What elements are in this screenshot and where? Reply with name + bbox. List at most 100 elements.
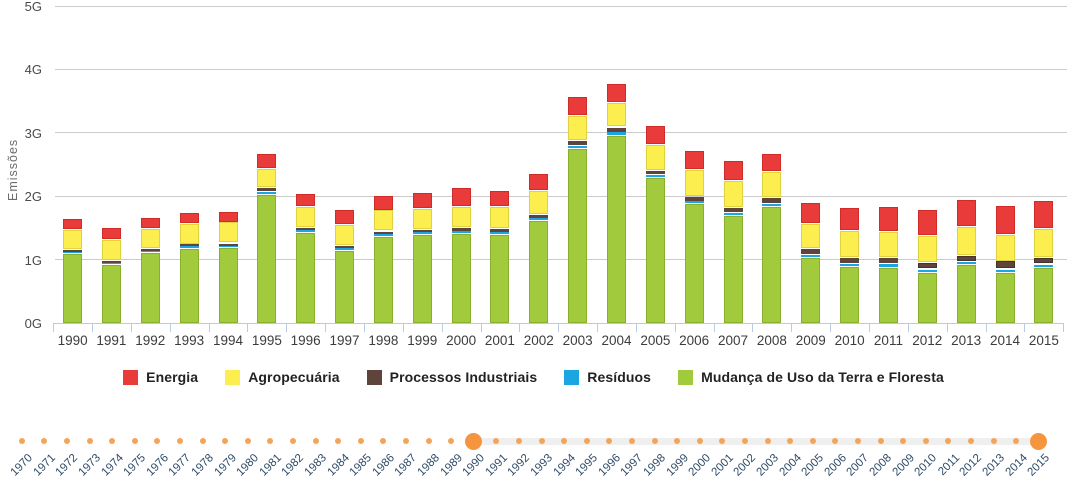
bar-segment-residuos[interactable] xyxy=(568,146,588,148)
timeline-dot[interactable] xyxy=(741,438,748,444)
bar-segment-energia[interactable] xyxy=(801,203,821,223)
bar-segment-mudanca-uso-terra[interactable] xyxy=(63,254,83,323)
timeline-dot[interactable] xyxy=(267,438,274,444)
bar-segment-agropecuaria[interactable] xyxy=(412,209,432,229)
bar-segment-residuos[interactable] xyxy=(801,254,821,257)
bar-segment-mudanca-uso-terra[interactable] xyxy=(995,272,1015,323)
timeline-dot[interactable] xyxy=(357,438,364,444)
bar-segment-residuos[interactable] xyxy=(451,231,471,233)
timeline-dot[interactable] xyxy=(289,438,296,444)
bar-segment-mudanca-uso-terra[interactable] xyxy=(335,251,355,323)
timeline-dot[interactable] xyxy=(18,438,25,444)
bar-segment-processos-industriais[interactable] xyxy=(218,243,238,246)
timeline-dot[interactable] xyxy=(222,438,229,444)
bar-segment-agropecuaria[interactable] xyxy=(101,240,121,260)
bar-segment-residuos[interactable] xyxy=(723,212,743,215)
bar-segment-energia[interactable] xyxy=(257,154,277,168)
timeline-dot[interactable] xyxy=(606,438,613,444)
timeline-dot[interactable] xyxy=(651,438,658,444)
bar-segment-mudanca-uso-terra[interactable] xyxy=(684,204,704,323)
bar-segment-processos-industriais[interactable] xyxy=(373,231,393,234)
bar-segment-mudanca-uso-terra[interactable] xyxy=(723,216,743,323)
bar-segment-processos-industriais[interactable] xyxy=(412,229,432,232)
bar-segment-agropecuaria[interactable] xyxy=(373,210,393,230)
bar-segment-agropecuaria[interactable] xyxy=(218,222,238,242)
bar-segment-processos-industriais[interactable] xyxy=(684,196,704,201)
bar-segment-energia[interactable] xyxy=(917,210,937,235)
timeline-dot[interactable] xyxy=(945,438,952,444)
bar-segment-residuos[interactable] xyxy=(878,264,898,267)
bar-segment-agropecuaria[interactable] xyxy=(840,231,860,257)
bar-segment-agropecuaria[interactable] xyxy=(995,234,1015,261)
timeline-handle-end[interactable] xyxy=(1030,432,1048,450)
bar-segment-energia[interactable] xyxy=(684,150,704,169)
bar-segment-processos-industriais[interactable] xyxy=(878,258,898,263)
bar-segment-energia[interactable] xyxy=(412,192,432,208)
bar-segment-mudanca-uso-terra[interactable] xyxy=(840,266,860,323)
bar-segment-residuos[interactable] xyxy=(490,232,510,234)
bar-segment-residuos[interactable] xyxy=(684,201,704,203)
bar-segment-energia[interactable] xyxy=(995,205,1015,234)
bar-segment-processos-industriais[interactable] xyxy=(490,229,510,232)
bar-segment-mudanca-uso-terra[interactable] xyxy=(296,232,316,323)
bar-segment-agropecuaria[interactable] xyxy=(684,170,704,196)
bar-segment-mudanca-uso-terra[interactable] xyxy=(568,149,588,323)
bar-segment-energia[interactable] xyxy=(490,190,510,206)
timeline-dot[interactable] xyxy=(335,438,342,444)
legend-item-mudanca-uso-terra[interactable]: Mudança de Uso da Terra e Floresta xyxy=(678,369,944,385)
bar-segment-agropecuaria[interactable] xyxy=(451,207,471,227)
bar-segment-energia[interactable] xyxy=(723,161,743,180)
bar-segment-energia[interactable] xyxy=(645,125,665,144)
bar-segment-mudanca-uso-terra[interactable] xyxy=(917,272,937,323)
bar-segment-agropecuaria[interactable] xyxy=(568,115,588,140)
bar-segment-mudanca-uso-terra[interactable] xyxy=(1034,267,1054,323)
bar-segment-processos-industriais[interactable] xyxy=(296,227,316,230)
legend-item-energia[interactable]: Energia xyxy=(123,369,198,385)
bar-segment-processos-industriais[interactable] xyxy=(335,245,355,248)
timeline-dot[interactable] xyxy=(515,438,522,444)
bar-segment-processos-industriais[interactable] xyxy=(956,255,976,261)
timeline-dot[interactable] xyxy=(493,438,500,444)
timeline-dot[interactable] xyxy=(561,438,568,444)
bar-segment-agropecuaria[interactable] xyxy=(257,168,277,187)
bar-segment-mudanca-uso-terra[interactable] xyxy=(878,267,898,323)
bar-segment-processos-industriais[interactable] xyxy=(568,140,588,145)
timeline-dot[interactable] xyxy=(402,438,409,444)
bar-segment-energia[interactable] xyxy=(179,212,199,223)
bar-segment-processos-industriais[interactable] xyxy=(179,244,199,246)
bar-segment-mudanca-uso-terra[interactable] xyxy=(412,235,432,323)
bar-segment-processos-industriais[interactable] xyxy=(995,261,1015,268)
bar-segment-energia[interactable] xyxy=(762,153,782,171)
bar-segment-residuos[interactable] xyxy=(335,248,355,250)
bar-segment-agropecuaria[interactable] xyxy=(335,225,355,245)
bar-segment-processos-industriais[interactable] xyxy=(140,249,160,251)
timeline-dot[interactable] xyxy=(628,438,635,444)
timeline-dot[interactable] xyxy=(154,438,161,444)
timeline-dot[interactable] xyxy=(538,438,545,444)
timeline-dot[interactable] xyxy=(719,438,726,444)
bar-segment-mudanca-uso-terra[interactable] xyxy=(801,258,821,323)
timeline-dot[interactable] xyxy=(900,438,907,444)
timeline-dot[interactable] xyxy=(448,438,455,444)
bar-segment-energia[interactable] xyxy=(101,227,121,239)
bar-segment-residuos[interactable] xyxy=(179,246,199,248)
bar-segment-residuos[interactable] xyxy=(529,218,549,220)
bar-segment-energia[interactable] xyxy=(1034,201,1054,228)
bar-segment-residuos[interactable] xyxy=(1034,264,1054,267)
bar-segment-agropecuaria[interactable] xyxy=(801,223,821,248)
bar-segment-energia[interactable] xyxy=(607,83,626,102)
legend-item-processos-industriais[interactable]: Processos Industriais xyxy=(366,369,538,385)
timeline-dot[interactable] xyxy=(380,438,387,444)
bar-segment-processos-industriais[interactable] xyxy=(63,250,83,252)
timeline-handle-start[interactable] xyxy=(465,432,483,450)
bar-segment-processos-industriais[interactable] xyxy=(1034,257,1054,263)
bar-segment-energia[interactable] xyxy=(140,217,160,228)
bar-segment-mudanca-uso-terra[interactable] xyxy=(490,235,510,323)
bar-segment-processos-industriais[interactable] xyxy=(257,188,277,191)
bar-segment-processos-industriais[interactable] xyxy=(607,127,626,132)
bar-segment-mudanca-uso-terra[interactable] xyxy=(607,136,626,323)
bar-segment-processos-industriais[interactable] xyxy=(762,198,782,203)
bar-segment-processos-industriais[interactable] xyxy=(917,262,937,268)
timeline-dot[interactable] xyxy=(967,438,974,444)
timeline-dot[interactable] xyxy=(674,438,681,444)
